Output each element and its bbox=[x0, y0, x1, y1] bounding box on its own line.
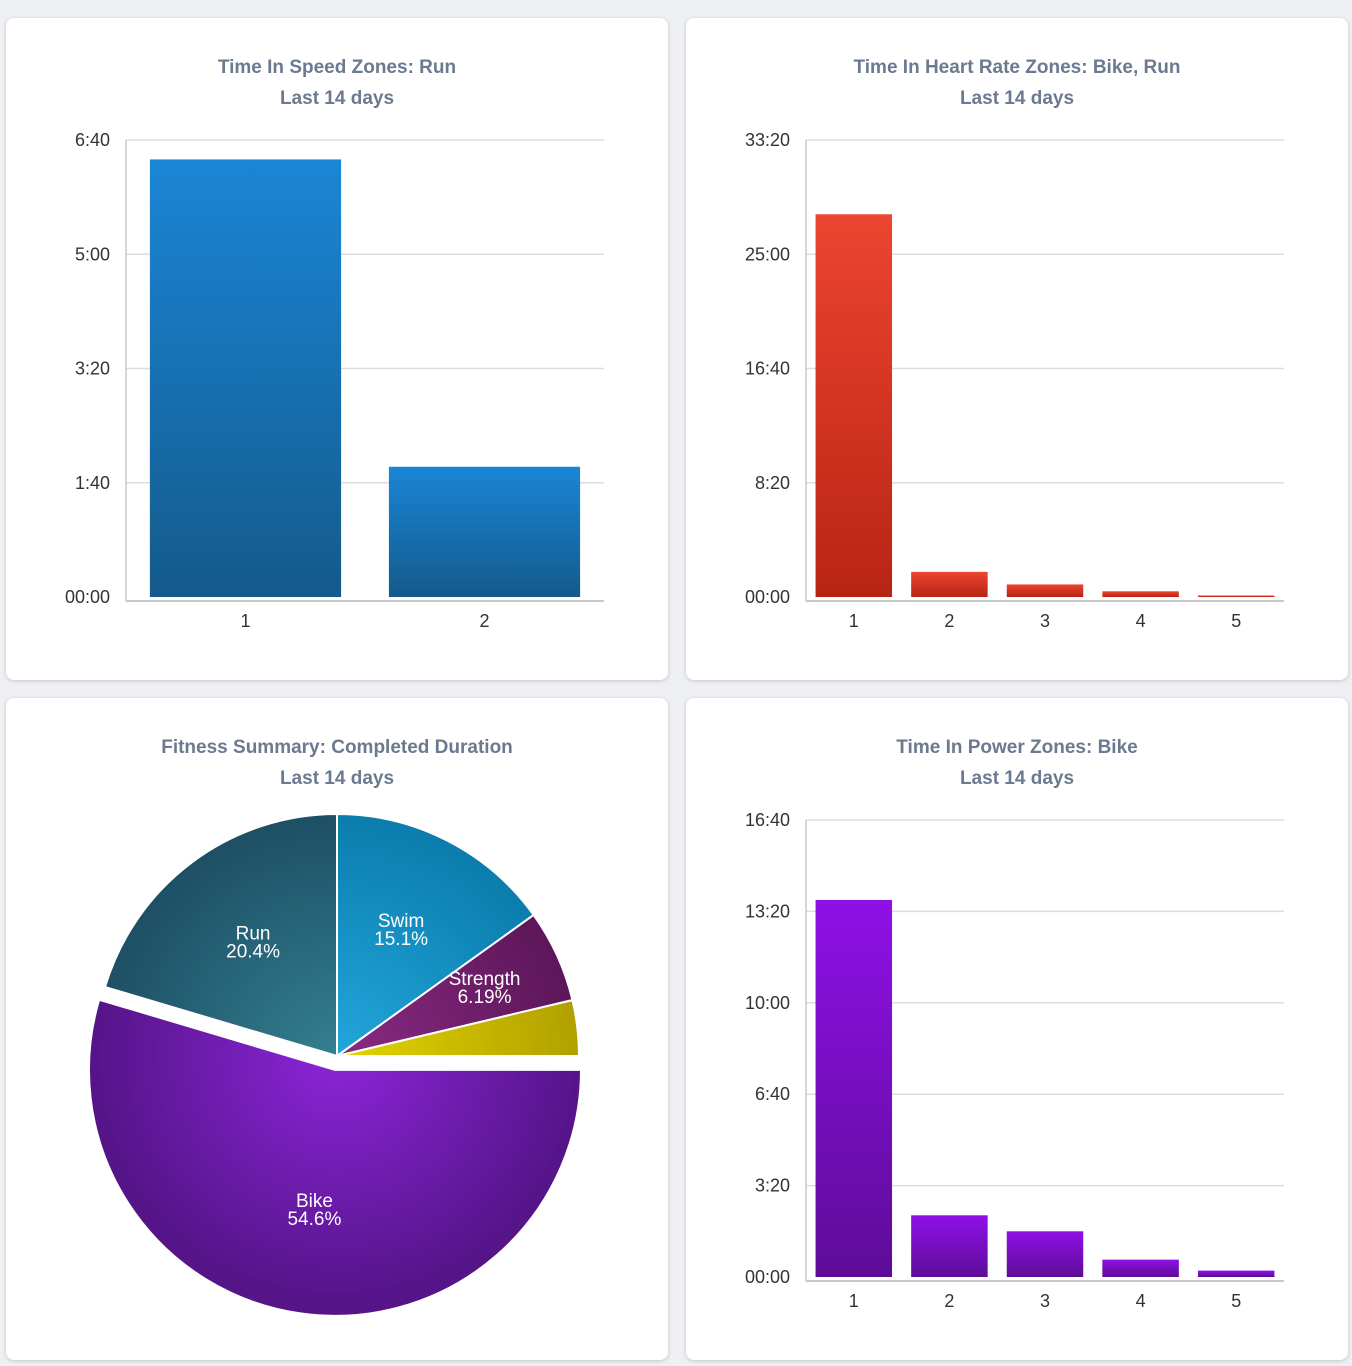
bar-zone-4[interactable] bbox=[1102, 1259, 1179, 1277]
chart-subtitle: Last 14 days bbox=[279, 768, 395, 789]
bar-zone-5[interactable] bbox=[1197, 595, 1275, 598]
pie-label-name: Swim bbox=[378, 911, 424, 932]
bar-zone-3[interactable] bbox=[1006, 1231, 1084, 1277]
y-tick-label: 16:40 bbox=[745, 359, 790, 379]
power-zones-card: Time In Power Zones: Bike Last 14 days 0… bbox=[686, 698, 1348, 1360]
x-tick-label: 4 bbox=[1136, 1291, 1146, 1311]
bar-zone-1[interactable] bbox=[815, 214, 893, 597]
chart-title: Fitness Summary: Completed Duration bbox=[161, 737, 513, 758]
x-tick-label: 1 bbox=[240, 611, 250, 631]
speed-zones-chart: 00:00 1:40 3:20 5:00 6:40 1 2 bbox=[65, 130, 604, 631]
pie-label-name: Strength bbox=[449, 969, 521, 990]
chart-title: Time In Heart Rate Zones: Bike, Run bbox=[853, 57, 1181, 78]
x-tick-label: 3 bbox=[1040, 1291, 1050, 1311]
pie-label-percent: 6.19% bbox=[458, 987, 512, 1008]
y-tick-label: 3:20 bbox=[75, 359, 110, 379]
y-tick-label: 25:00 bbox=[745, 244, 790, 264]
y-tick-label: 00:00 bbox=[65, 587, 110, 607]
y-tick-label: 5:00 bbox=[75, 244, 110, 264]
chart-subtitle: Last 14 days bbox=[279, 88, 395, 109]
power-zones-chart: 00:00 3:20 6:40 10:00 13:20 16:40 1 2 3 4 5 bbox=[745, 810, 1284, 1311]
bar-zone-2[interactable] bbox=[911, 1215, 988, 1277]
fitness-summary-title: Fitness Summary: Completed Duration Last… bbox=[6, 732, 668, 794]
pie-slice-swim[interactable] bbox=[336, 812, 536, 1058]
pie-label-name: Run bbox=[236, 923, 271, 944]
fitness-summary-card: Fitness Summary: Completed Duration Last… bbox=[6, 698, 668, 1360]
pie-slice-run[interactable] bbox=[103, 812, 338, 1058]
pie-slice-bike[interactable] bbox=[88, 998, 582, 1317]
bar-zone-1[interactable] bbox=[149, 159, 342, 598]
y-tick-label: 00:00 bbox=[745, 1267, 790, 1287]
x-tick-label: 2 bbox=[479, 611, 489, 631]
bar-zone-2[interactable] bbox=[911, 571, 988, 597]
x-tick-label: 5 bbox=[1231, 611, 1241, 631]
speed-zones-card: Time In Speed Zones: Run Last 14 days 00… bbox=[6, 18, 668, 680]
bar-zone-3[interactable] bbox=[1006, 584, 1084, 597]
pie-label-percent: 15.1% bbox=[374, 929, 428, 950]
chart-title: Time In Power Zones: Bike bbox=[896, 737, 1138, 758]
x-tick-label: 2 bbox=[944, 611, 954, 631]
y-tick-label: 6:40 bbox=[755, 1084, 790, 1104]
pie-label-name: Bike bbox=[296, 1191, 333, 1212]
y-tick-label: 1:40 bbox=[75, 473, 110, 493]
chart-subtitle: Last 14 days bbox=[959, 768, 1075, 789]
y-tick-label: 3:20 bbox=[755, 1176, 790, 1196]
pie-label-percent: 54.6% bbox=[287, 1209, 341, 1230]
bar-zone-4[interactable] bbox=[1102, 591, 1179, 597]
y-tick-label: 16:40 bbox=[745, 810, 790, 830]
power-zones-title: Time In Power Zones: Bike Last 14 days bbox=[686, 732, 1348, 794]
chart-title: Time In Speed Zones: Run bbox=[217, 57, 457, 78]
x-tick-label: 2 bbox=[944, 1291, 954, 1311]
x-tick-label: 1 bbox=[849, 611, 859, 631]
y-tick-label: 10:00 bbox=[745, 993, 790, 1013]
pie-slice-other[interactable] bbox=[336, 998, 581, 1057]
x-tick-label: 4 bbox=[1136, 611, 1146, 631]
chart-subtitle: Last 14 days bbox=[959, 88, 1075, 109]
bar-zone-1[interactable] bbox=[815, 899, 893, 1277]
heart-rate-zones-chart: 00:00 8:20 16:40 25:00 33:20 1 2 3 4 5 bbox=[745, 130, 1284, 631]
y-tick-label: 00:00 bbox=[745, 587, 790, 607]
bar-zone-5[interactable] bbox=[1197, 1270, 1275, 1277]
y-tick-label: 13:20 bbox=[745, 901, 790, 921]
x-tick-label: 5 bbox=[1231, 1291, 1241, 1311]
y-tick-label: 33:20 bbox=[745, 130, 790, 150]
x-tick-label: 3 bbox=[1040, 611, 1050, 631]
bar-zone-2[interactable] bbox=[388, 466, 581, 597]
speed-zones-title: Time In Speed Zones: Run Last 14 days bbox=[6, 52, 668, 114]
y-tick-label: 6:40 bbox=[75, 130, 110, 150]
heart-rate-zones-title: Time In Heart Rate Zones: Bike, Run Last… bbox=[686, 52, 1348, 114]
y-tick-label: 8:20 bbox=[755, 473, 790, 493]
x-tick-label: 1 bbox=[849, 1291, 859, 1311]
pie-label-percent: 20.4% bbox=[226, 941, 280, 962]
heart-rate-zones-card: Time In Heart Rate Zones: Bike, Run Last… bbox=[686, 18, 1348, 680]
